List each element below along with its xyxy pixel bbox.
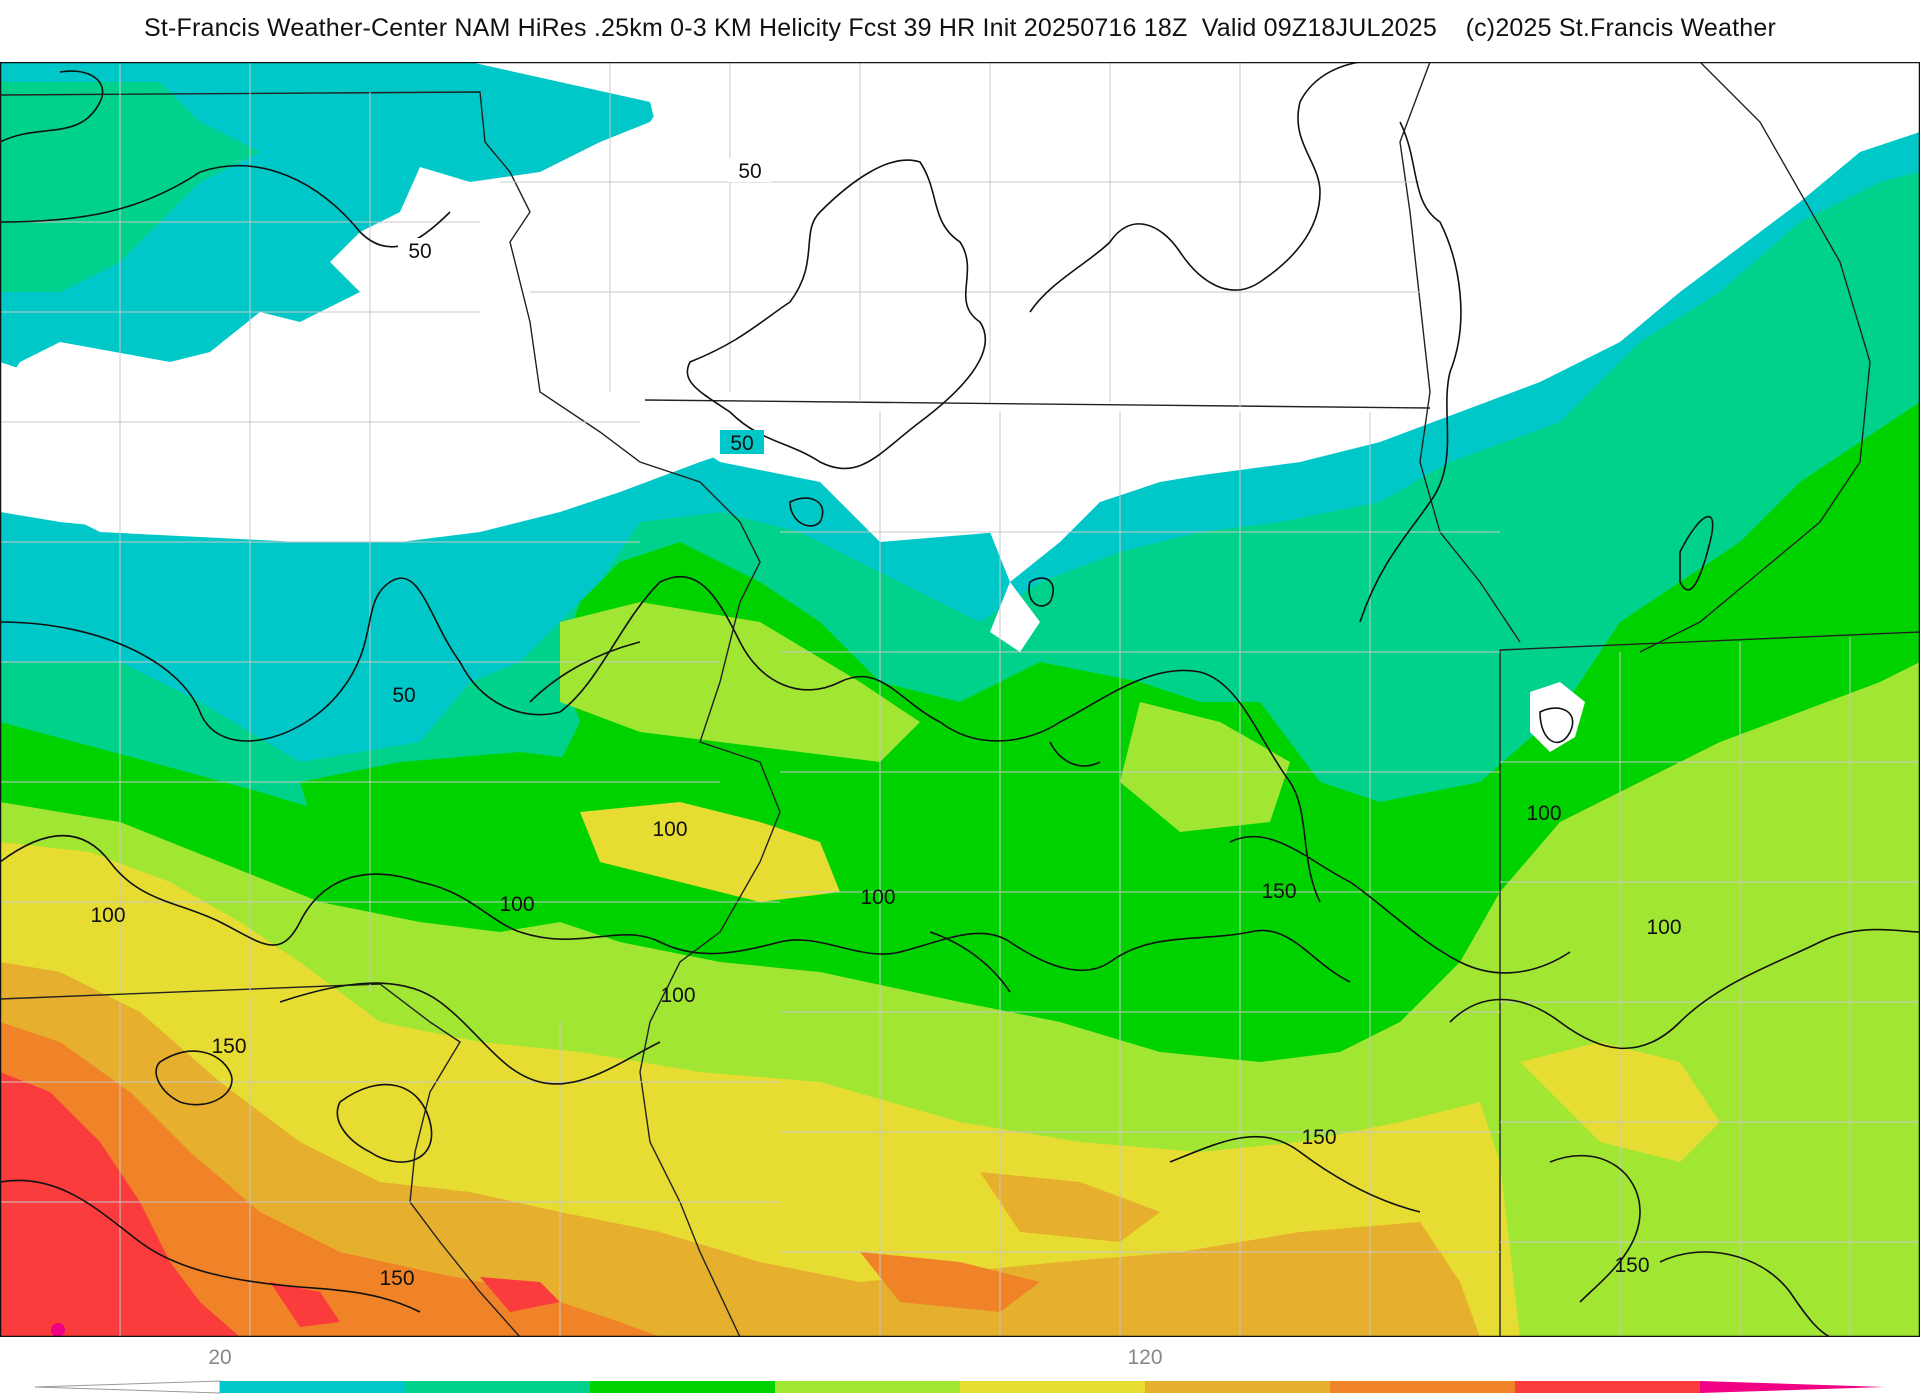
contour-label: 150 — [379, 1267, 414, 1290]
state-boundaries — [0, 62, 1920, 1337]
band-orange-light — [0, 962, 1480, 1337]
contour-label: 100 — [860, 886, 895, 909]
colorbar-segment — [1700, 1381, 1885, 1393]
colorbar-tick-label: 120 — [1127, 1346, 1162, 1369]
band-none — [0, 62, 1920, 752]
contour-label: 150 — [1614, 1254, 1649, 1277]
colorbar-low-arrow — [34, 1380, 221, 1394]
colorbar-segment — [220, 1381, 405, 1393]
colorbar-segments — [220, 1381, 1885, 1393]
colorbar-segment — [1145, 1381, 1330, 1393]
contour-label: 100 — [90, 904, 125, 927]
contour-label: 100 — [652, 818, 687, 841]
contour-label: 150 — [1261, 880, 1296, 903]
colorbar-segment — [775, 1381, 960, 1393]
colorbar-segment — [960, 1381, 1145, 1393]
contour-label: 50 — [408, 240, 431, 263]
contour-label: 100 — [499, 893, 534, 916]
contour-label: 100 — [1526, 802, 1561, 825]
colorbar-segment — [405, 1381, 590, 1393]
colorbar-segment — [1330, 1381, 1515, 1393]
colorbar-segment — [1515, 1381, 1700, 1393]
contour-label-group: 50 50 50 50 100 100 100 100 100 100 100 … — [90, 158, 1682, 1290]
helicity-map: 50 50 50 50 100 100 100 100 100 100 100 … — [0, 62, 1920, 1337]
map-title: St-Francis Weather-Center NAM HiRes .25k… — [143, 14, 1776, 42]
contour-label: 100 — [1646, 916, 1681, 939]
colorbar-tick-label: 20 — [208, 1346, 231, 1369]
helicity-contours — [0, 62, 1920, 1337]
contour-label: 50 — [392, 684, 415, 707]
contour-label: 150 — [1301, 1126, 1336, 1149]
contour-label: 100 — [660, 984, 695, 1007]
county-lines — [0, 62, 1920, 1337]
band-magenta — [51, 1323, 65, 1337]
contour-label: 50 — [738, 160, 761, 183]
contour-label: 150 — [211, 1035, 246, 1058]
colorbar-segment — [590, 1381, 775, 1393]
colorbar: 20 120 — [34, 1346, 1885, 1394]
contour-label: 50 — [730, 432, 753, 455]
